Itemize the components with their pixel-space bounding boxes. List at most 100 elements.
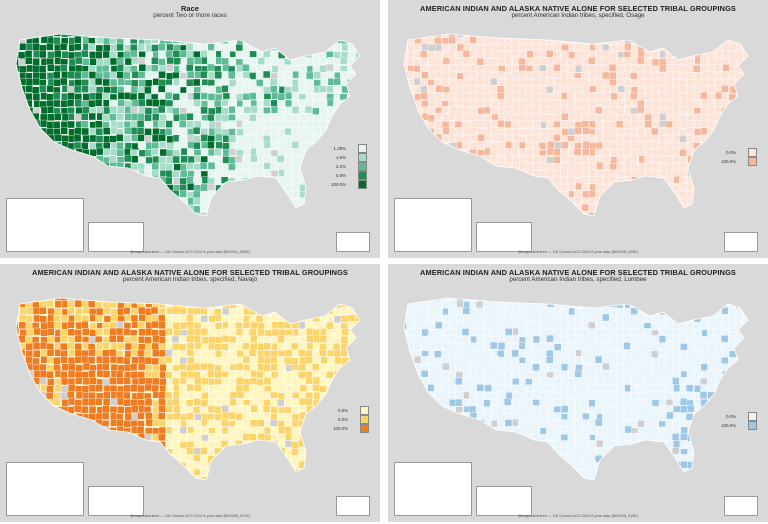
county-cell [19,190,28,199]
county-cell [434,350,442,358]
county-cell [33,441,41,450]
county-cell [630,44,639,52]
county-cell [33,420,42,428]
county-cell [208,120,217,129]
county-cell [354,329,360,337]
county-cell [152,204,160,212]
county-cell [116,162,125,170]
county-cell [81,169,89,178]
county-cell [319,219,326,226]
county-cell [707,327,715,336]
county-cell [462,78,471,86]
county-cell [137,469,145,478]
county-cell [116,142,124,150]
county-cell [157,198,166,206]
county-cell [242,355,251,364]
county-cell [95,308,104,316]
county-cell [249,377,258,386]
county-cell [256,190,264,199]
county-cell [102,176,110,185]
county-cell [207,50,215,59]
county-cell [87,356,96,364]
county-cell [714,342,722,350]
county-cell [25,149,33,157]
county-cell [152,364,160,373]
county-cell [186,34,194,38]
county-cell [707,183,716,191]
county-cell [348,212,356,216]
county-cell [362,301,369,308]
county-cell [242,71,251,79]
county-cell [74,113,82,121]
county-cell [242,384,250,392]
county-cell [235,406,243,414]
county-cell [326,298,335,302]
county-cell [117,78,126,86]
county-cell [179,307,187,315]
county-cell [33,298,42,301]
county-cell [82,432,90,441]
county-cell [109,113,117,121]
county-cell [341,127,349,135]
county-cell [180,468,188,476]
county-cell [623,342,631,350]
county-cell [263,128,272,136]
county-cell [186,50,195,58]
county-cell [193,99,201,107]
county-cell [348,462,356,470]
county-cell [305,34,314,37]
county-cell [60,427,69,435]
county-cell [361,37,368,44]
county-cell [278,210,286,216]
county-cell [707,78,715,86]
county-cell [470,163,478,171]
county-cell [124,57,133,66]
county-cell [602,362,610,371]
county-cell [312,468,320,477]
county-cell [547,299,555,308]
county-cell [200,406,208,415]
county-cell [174,483,181,490]
county-cell [680,301,688,309]
county-cell [532,57,540,65]
county-cell [462,106,471,115]
county-cell [299,211,307,216]
county-cell [404,92,408,100]
county-cell [38,155,47,163]
county-cell [341,398,349,406]
county-cell [588,113,597,121]
county-cell [404,142,407,150]
county-cell [742,128,748,136]
county-cell [298,135,306,143]
county-cell [46,300,54,308]
county-cell [194,154,202,163]
county-cell [243,189,252,198]
county-cell [617,85,626,93]
county-cell [476,335,484,343]
county-cell [721,191,729,199]
county-cell [539,57,548,65]
county-cell [554,321,562,330]
county-cell [650,140,659,149]
county-cell [54,154,63,163]
county-cell [220,121,229,129]
county-cell [511,191,519,200]
county-cell [602,328,610,337]
county-cell [285,218,292,225]
county-cell [137,113,145,121]
county-cell [637,205,645,214]
county-cell [207,93,216,101]
county-cell [207,114,215,122]
county-cell [248,433,257,441]
county-cell [131,184,140,192]
county-cell [742,363,748,371]
county-cell [442,328,450,336]
county-cell [200,299,209,308]
county-cell [103,106,111,115]
county-cell [319,298,327,302]
county-cell [81,161,89,170]
county-cell [694,176,702,184]
county-cell [284,141,293,149]
county-cell [609,44,617,53]
county-cell [533,162,542,170]
